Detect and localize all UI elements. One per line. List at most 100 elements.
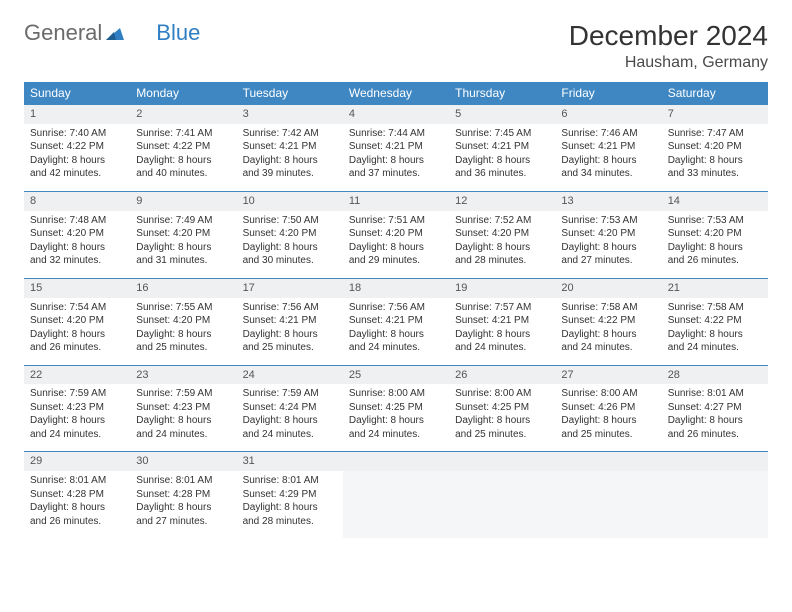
daylight-text: Daylight: 8 hours bbox=[668, 414, 762, 428]
daylight-text: and 24 minutes. bbox=[455, 341, 549, 355]
day-cell: Sunrise: 7:59 AMSunset: 4:23 PMDaylight:… bbox=[24, 384, 130, 452]
daylight-text: Daylight: 8 hours bbox=[243, 241, 337, 255]
day-cell: Sunrise: 7:53 AMSunset: 4:20 PMDaylight:… bbox=[662, 211, 768, 279]
sunset-text: Sunset: 4:25 PM bbox=[455, 401, 549, 415]
location: Hausham, Germany bbox=[569, 54, 768, 72]
sunrise-text: Sunrise: 7:45 AM bbox=[455, 127, 549, 141]
day-number: 13 bbox=[555, 191, 661, 210]
sunrise-text: Sunrise: 7:47 AM bbox=[668, 127, 762, 141]
daylight-text: and 37 minutes. bbox=[349, 167, 443, 181]
daylight-text: Daylight: 8 hours bbox=[349, 241, 443, 255]
daylight-text: and 36 minutes. bbox=[455, 167, 549, 181]
sunrise-text: Sunrise: 7:49 AM bbox=[136, 214, 230, 228]
sunset-text: Sunset: 4:21 PM bbox=[455, 140, 549, 154]
day-number: 10 bbox=[237, 191, 343, 210]
daylight-text: Daylight: 8 hours bbox=[30, 328, 124, 342]
day-cell: Sunrise: 8:00 AMSunset: 4:25 PMDaylight:… bbox=[449, 384, 555, 452]
day-number: 15 bbox=[24, 278, 130, 297]
sunset-text: Sunset: 4:20 PM bbox=[243, 227, 337, 241]
sunrise-text: Sunrise: 7:54 AM bbox=[30, 301, 124, 315]
day-number: 14 bbox=[662, 191, 768, 210]
day-number: 22 bbox=[24, 365, 130, 384]
month-title: December 2024 bbox=[569, 20, 768, 52]
weekday-header: Saturday bbox=[662, 82, 768, 105]
day-cell: Sunrise: 7:58 AMSunset: 4:22 PMDaylight:… bbox=[662, 298, 768, 366]
sunrise-text: Sunrise: 7:53 AM bbox=[561, 214, 655, 228]
sunrise-text: Sunrise: 7:58 AM bbox=[561, 301, 655, 315]
header: General Blue December 2024 Hausham, Germ… bbox=[24, 20, 768, 72]
sunset-text: Sunset: 4:23 PM bbox=[30, 401, 124, 415]
sunset-text: Sunset: 4:20 PM bbox=[30, 314, 124, 328]
logo-text-blue: Blue bbox=[156, 20, 200, 46]
day-number: 24 bbox=[237, 365, 343, 384]
sunrise-text: Sunrise: 7:41 AM bbox=[136, 127, 230, 141]
sunset-text: Sunset: 4:22 PM bbox=[668, 314, 762, 328]
day-number: 20 bbox=[555, 278, 661, 297]
daylight-text: and 42 minutes. bbox=[30, 167, 124, 181]
day-detail-row: Sunrise: 7:48 AMSunset: 4:20 PMDaylight:… bbox=[24, 211, 768, 279]
sunrise-text: Sunrise: 7:55 AM bbox=[136, 301, 230, 315]
day-number bbox=[662, 452, 768, 471]
sunset-text: Sunset: 4:20 PM bbox=[668, 227, 762, 241]
daylight-text: Daylight: 8 hours bbox=[668, 241, 762, 255]
day-cell: Sunrise: 7:56 AMSunset: 4:21 PMDaylight:… bbox=[237, 298, 343, 366]
day-number: 5 bbox=[449, 105, 555, 124]
daylight-text: and 39 minutes. bbox=[243, 167, 337, 181]
day-number: 8 bbox=[24, 191, 130, 210]
sunrise-text: Sunrise: 7:46 AM bbox=[561, 127, 655, 141]
sunset-text: Sunset: 4:27 PM bbox=[668, 401, 762, 415]
day-detail-row: Sunrise: 8:01 AM Sunset: 4:28 PM Daylight:… bbox=[24, 471, 768, 538]
daylight-text: and 25 minutes. bbox=[561, 428, 655, 442]
day-number: 4 bbox=[343, 105, 449, 124]
sunrise-text: Sunrise: 8:00 AM bbox=[349, 387, 443, 401]
day-number: 29 bbox=[24, 452, 130, 471]
sunrise-text: Sunrise: 7:57 AM bbox=[455, 301, 549, 315]
daylight-text: and 25 minutes. bbox=[455, 428, 549, 442]
sunset-text: Sunset: 4:22 PM bbox=[30, 140, 124, 154]
day-number: 3 bbox=[237, 105, 343, 124]
day-number bbox=[449, 452, 555, 471]
daylight-text: Daylight: 8 hours bbox=[30, 414, 124, 428]
sunset-text: Sunset: 4:21 PM bbox=[349, 140, 443, 154]
day-number: 17 bbox=[237, 278, 343, 297]
daylight-text: Daylight: 8 hours bbox=[668, 154, 762, 168]
day-number: 16 bbox=[130, 278, 236, 297]
sunrise-text: Sunrise: 8:01 AM bbox=[136, 474, 230, 488]
daylight-text: Daylight: 8 hours bbox=[561, 328, 655, 342]
daylight-text: and 25 minutes. bbox=[243, 341, 337, 355]
daylight-text: Daylight: 8 hours bbox=[136, 414, 230, 428]
day-number: 18 bbox=[343, 278, 449, 297]
day-cell: Sunrise: 7:48 AMSunset: 4:20 PMDaylight:… bbox=[24, 211, 130, 279]
daylight-text: and 26 minutes. bbox=[668, 254, 762, 268]
sunrise-text: Sunrise: 8:00 AM bbox=[561, 387, 655, 401]
sunrise-text: Sunrise: 7:52 AM bbox=[455, 214, 549, 228]
day-number-row: 1234567 bbox=[24, 105, 768, 124]
sunrise-text: Sunrise: 7:59 AM bbox=[136, 387, 230, 401]
sunrise-text: Sunrise: 7:51 AM bbox=[349, 214, 443, 228]
calendar-page: General Blue December 2024 Hausham, Germ… bbox=[0, 0, 792, 558]
day-number: 12 bbox=[449, 191, 555, 210]
daylight-text: and 24 minutes. bbox=[136, 428, 230, 442]
daylight-text: and 32 minutes. bbox=[30, 254, 124, 268]
sunrise-text: Sunrise: 7:40 AM bbox=[30, 127, 124, 141]
day-cell: Sunrise: 8:00 AMSunset: 4:25 PMDaylight:… bbox=[343, 384, 449, 452]
sunset-text: Sunset: 4:28 PM bbox=[30, 488, 124, 502]
daylight-text: and 24 minutes. bbox=[349, 428, 443, 442]
day-number: 6 bbox=[555, 105, 661, 124]
day-number: 19 bbox=[449, 278, 555, 297]
day-number: 23 bbox=[130, 365, 236, 384]
sunset-text: Sunset: 4:20 PM bbox=[561, 227, 655, 241]
sunrise-text: Sunrise: 7:59 AM bbox=[30, 387, 124, 401]
day-cell: Sunrise: 7:46 AMSunset: 4:21 PMDaylight:… bbox=[555, 124, 661, 192]
day-number-row: 15161718192021 bbox=[24, 278, 768, 297]
daylight-text: Daylight: 8 hours bbox=[668, 328, 762, 342]
weekday-header: Tuesday bbox=[237, 82, 343, 105]
daylight-text: Daylight: 8 hours bbox=[136, 501, 230, 515]
day-cell bbox=[555, 471, 661, 538]
sunset-text: Sunset: 4:20 PM bbox=[455, 227, 549, 241]
daylight-text: Daylight: 8 hours bbox=[243, 501, 337, 515]
sunset-text: Sunset: 4:20 PM bbox=[30, 227, 124, 241]
day-cell: Sunrise: 7:54 AMSunset: 4:20 PMDaylight:… bbox=[24, 298, 130, 366]
day-number: 31 bbox=[237, 452, 343, 471]
day-cell: Sunrise: 7:42 AMSunset: 4:21 PMDaylight:… bbox=[237, 124, 343, 192]
